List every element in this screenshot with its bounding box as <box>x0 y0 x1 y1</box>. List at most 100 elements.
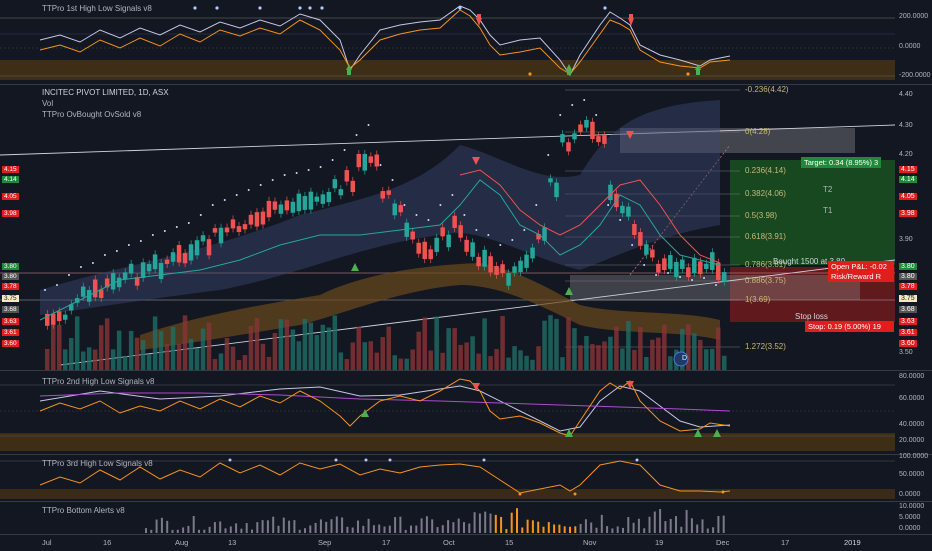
alert-bar <box>425 516 428 533</box>
alert-bar <box>235 523 238 533</box>
sar-dot <box>523 229 526 231</box>
pane-separator[interactable] <box>0 84 932 85</box>
time-label: Aug <box>175 538 189 547</box>
price-plot <box>0 89 896 370</box>
volume-bar <box>446 328 451 370</box>
alert-bar <box>521 527 524 533</box>
symbol-title[interactable]: INCITEC PIVOT LIMITED, 1D, ASX <box>42 88 169 97</box>
sar-dot <box>247 189 250 191</box>
sar-dot <box>703 277 706 279</box>
volume-bar <box>122 355 128 370</box>
pane-separator[interactable] <box>0 370 932 371</box>
vol-indicator-title[interactable]: Vol <box>42 99 54 108</box>
alert-bar <box>510 512 513 533</box>
volume-bar <box>164 343 170 370</box>
signals-2-scale[interactable]: 80.0000 60.0000 40.0000 20.0000 <box>899 373 925 444</box>
price-scale[interactable]: 4.40 4.30 4.20 4.15 4.14 4.05 3.98 3.90 … <box>899 91 917 356</box>
sar-dot <box>151 234 154 236</box>
alert-bar <box>627 517 630 533</box>
volume-bar <box>74 316 80 370</box>
volume-bar <box>398 358 403 370</box>
volume-bar <box>470 336 475 370</box>
volume-bar <box>80 351 86 370</box>
signals-1-scale[interactable]: 200.0000 0.0000 -200.0000 <box>899 13 931 79</box>
volume-bar <box>134 337 140 370</box>
volume-bar <box>404 358 409 370</box>
ovbought-indicator-title[interactable]: TTPro OvBought OvSold v8 <box>42 110 142 119</box>
volume-bar <box>146 354 152 370</box>
sar-dot <box>307 169 310 171</box>
alert-bar <box>335 516 338 533</box>
pnl-tag[interactable]: Open P&L: -0.02 <box>828 261 894 272</box>
volume-bar <box>500 316 505 370</box>
sar-dot <box>463 214 466 216</box>
sar-dot <box>403 204 406 206</box>
alert-bar <box>648 516 651 533</box>
alert-bar <box>600 514 603 533</box>
volume-bar <box>416 331 421 370</box>
target-tag[interactable]: Target: 0.34 (8.95%) 3 <box>801 157 882 168</box>
volume-bar <box>716 327 721 370</box>
alert-bar <box>574 526 577 533</box>
pane-separator[interactable] <box>0 454 932 455</box>
volume-bar <box>92 349 98 370</box>
dividend-marker[interactable]: D <box>682 355 688 362</box>
time-label: 13 <box>228 538 237 547</box>
alerts-scale[interactable]: 10.0000 5.0000 0.0000 <box>899 503 925 532</box>
alert-bar <box>388 525 391 533</box>
alert-bar <box>473 512 476 533</box>
time-label: Nov <box>583 538 597 547</box>
volume-bar <box>710 348 715 370</box>
volume-bar <box>314 335 320 370</box>
time-label: 15 <box>505 538 514 547</box>
sar-dot <box>583 99 586 101</box>
bottom-alerts-pane[interactable]: TTPro Bottom Alerts v8 10.0000 5.0000 0.… <box>0 502 932 534</box>
alert-bar <box>489 513 492 533</box>
alert-bar <box>531 520 534 533</box>
alert-bar <box>378 524 381 533</box>
time-axis[interactable]: Jul 16 Aug 13 Sep 17 Oct 15 Nov 19 Dec 1… <box>0 534 932 551</box>
signals-3-scale[interactable]: 100.0000 50.0000 0.0000 <box>899 453 929 498</box>
pane-separator[interactable] <box>0 501 932 502</box>
volume-bar <box>590 344 595 370</box>
risk-reward-tag[interactable]: Risk/Reward R <box>828 271 894 282</box>
fib-level: 0.236(4.14) <box>745 166 786 175</box>
signals-pane-2[interactable]: TTPro 2nd High Low Signals v8 80.0000 60… <box>0 371 932 454</box>
volume-bar <box>656 337 661 370</box>
signals-pane-3[interactable]: TTPro 3rd High Low Signals v8 100.0000 5… <box>0 453 932 501</box>
volume-bar <box>344 359 350 370</box>
time-label: 19 <box>655 538 664 547</box>
sar-dot <box>79 266 82 268</box>
volume-bar <box>650 339 655 370</box>
alert-bar <box>330 519 333 533</box>
volume-bar <box>644 356 649 370</box>
sar-dot <box>127 244 130 246</box>
volume-bar <box>320 324 326 370</box>
alert-bar <box>500 516 503 533</box>
main-chart-pane[interactable]: D INCITEC PIVOT LIMITED, 1D, ASX Vol TTP… <box>0 85 932 370</box>
alert-bar <box>187 525 190 533</box>
volume-bar <box>386 326 391 370</box>
alert-bar <box>319 519 322 533</box>
volume-bar <box>272 332 278 370</box>
sar-dot <box>595 114 598 116</box>
sar-dot <box>451 194 454 196</box>
volume-bar <box>680 328 685 370</box>
alert-bar <box>622 527 624 533</box>
signals-pane-1[interactable]: TTPro 1st High Low Signals v8 200.0000 0… <box>0 0 932 84</box>
signals-2-title: TTPro 2nd High Low Signals v8 <box>42 377 155 386</box>
fib-level: 0.786(3.81) <box>745 260 786 269</box>
volume-bar <box>86 347 92 370</box>
sar-dot <box>55 284 58 286</box>
alert-bar <box>304 528 306 533</box>
alert-bar <box>542 526 545 533</box>
alert-bar <box>537 521 540 533</box>
sar-dot <box>499 244 502 246</box>
alert-bar <box>150 529 153 533</box>
sar-dot <box>235 194 238 196</box>
fib-level: 0.886(3.75) <box>745 276 786 285</box>
stop-tag[interactable]: Stop: 0.19 (5.00%) 19 <box>805 321 894 332</box>
volume-bar <box>332 315 338 370</box>
volume-bars <box>45 315 727 370</box>
alert-bar <box>690 518 693 533</box>
